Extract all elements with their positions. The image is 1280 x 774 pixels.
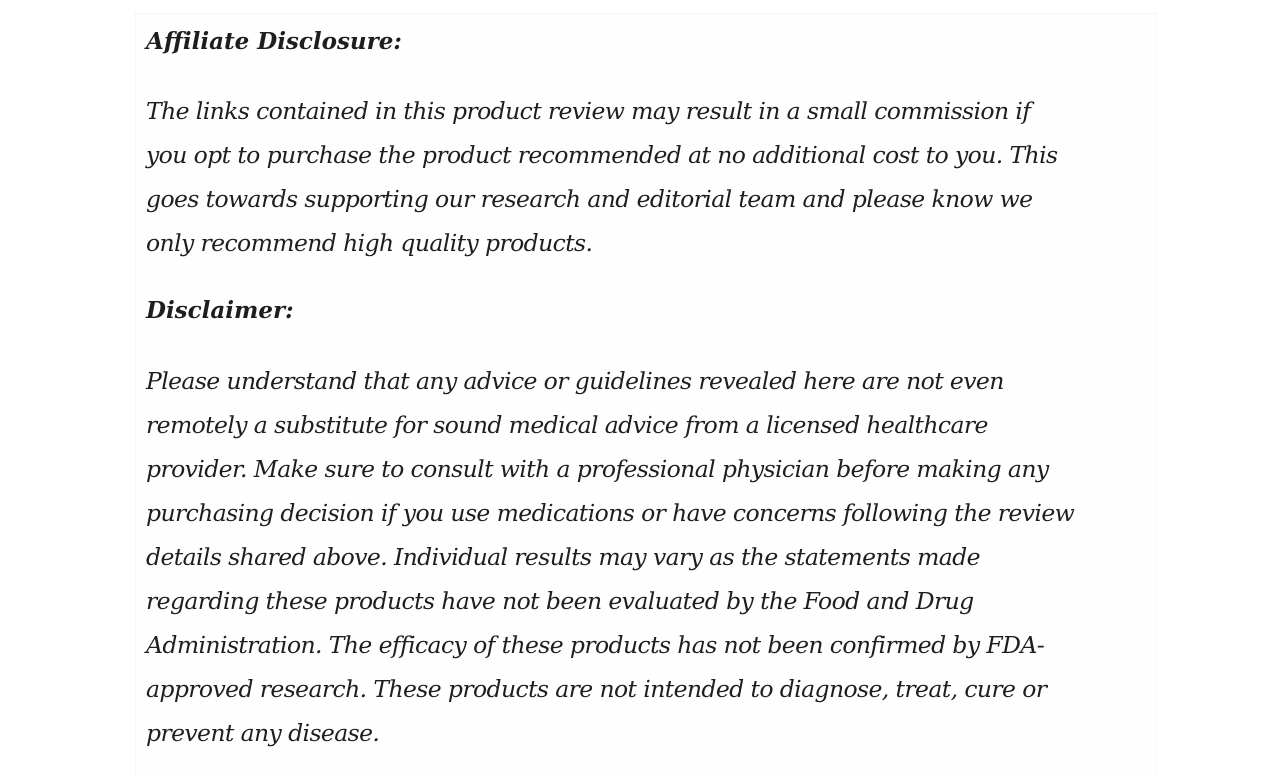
text-line: goes towards supporting our research and… [146,185,1033,213]
text-line: The links contained in this product revi… [146,97,1031,125]
text-line: remotely a substitute for sound medical … [146,411,988,439]
text-line: Please understand that any advice or gui… [146,367,1004,395]
text-line: regarding these products have not been e… [146,587,974,615]
text-line: purchasing decision if you use medicatio… [146,499,1075,527]
disclaimer-paragraph: Please understand that any advice or gui… [146,359,1075,755]
text-line: Administration. The efficacy of these pr… [146,631,1045,659]
text-line: only recommend high quality products. [146,229,593,257]
text-line: you opt to purchase the product recommen… [146,141,1058,169]
text-line: prevent any disease. [146,719,380,747]
text-line: details shared above. Individual results… [146,543,981,571]
affiliate-heading: Affiliate Disclosure: [146,28,402,55]
text-line: approved research. These products are no… [146,675,1047,703]
affiliate-paragraph: The links contained in this product revi… [146,89,1058,265]
content-box [135,13,1157,774]
text-line: provider. Make sure to consult with a pr… [146,455,1049,483]
disclaimer-heading: Disclaimer: [146,297,294,324]
